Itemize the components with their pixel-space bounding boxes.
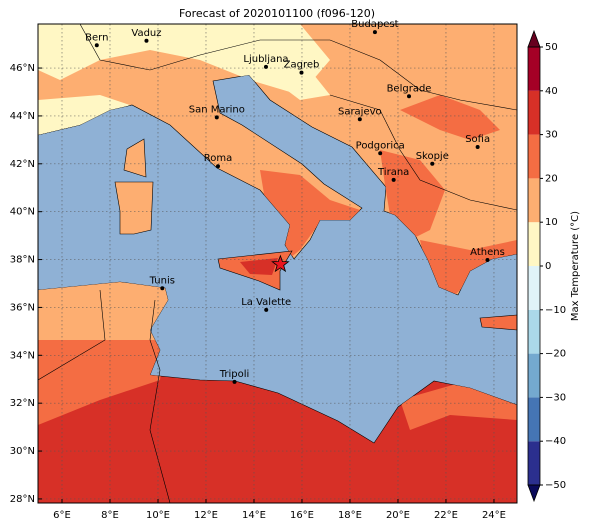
europe-land — [38, 24, 517, 296]
colorbar-tick-label: −50 — [545, 480, 566, 491]
city-label: Tripoli — [219, 369, 250, 380]
city-label: Athens — [470, 247, 505, 258]
city-dot — [160, 286, 165, 291]
colorbar-tick-label: −40 — [545, 436, 566, 447]
city-dot — [299, 70, 304, 75]
star-marker — [271, 254, 290, 273]
city-label: San Marino — [189, 104, 245, 115]
europe-fields — [38, 24, 517, 295]
y-tick-label: 34°N — [10, 350, 35, 361]
city-label: Budapest — [351, 19, 398, 30]
colorbar-extend-high — [527, 29, 541, 48]
map-title: Forecast of 2020101100 (f096-120) — [179, 7, 375, 20]
border — [329, 94, 517, 211]
x-tick-label: 14°E — [242, 510, 266, 521]
colorbar-segment — [528, 353, 540, 398]
map-area — [38, 24, 517, 503]
y-tick-label: 46°N — [10, 63, 35, 74]
colorbar-tick-label: 10 — [545, 217, 558, 228]
city-dot — [430, 161, 435, 166]
map-frame — [37, 23, 518, 504]
colorbar-tick-label: 40 — [545, 86, 558, 97]
city-dot — [378, 151, 383, 156]
city-label: Belgrade — [387, 83, 432, 94]
colorbar-segment — [528, 397, 540, 442]
city-dot — [94, 43, 99, 48]
x-tick-label: 6°E — [53, 510, 71, 521]
x-tick-label: 20°E — [386, 510, 410, 521]
x-tick-label: 24°E — [482, 510, 506, 521]
city-dot — [214, 115, 219, 120]
cool-field — [38, 95, 130, 135]
city-dot — [215, 164, 220, 169]
city-dot — [264, 307, 269, 312]
y-tick-label: 28°N — [10, 494, 35, 505]
y-tick-label: 32°N — [10, 398, 35, 409]
colorbar-tick-label: 0 — [545, 261, 551, 272]
colorbar-segment — [528, 266, 540, 310]
city-label: Sofia — [465, 134, 490, 145]
city-dot — [391, 177, 396, 182]
city-dot — [407, 94, 412, 99]
city-label: Skopje — [416, 151, 449, 162]
sardinia — [114, 181, 154, 235]
cool-field — [38, 24, 330, 95]
y-tick-label: 42°N — [10, 159, 35, 170]
x-tick-label: 22°E — [434, 510, 458, 521]
corsica — [123, 138, 147, 178]
city-label: Vaduz — [131, 28, 161, 39]
city-label: Zagreb — [284, 60, 320, 71]
y-tick-label: 36°N — [10, 302, 35, 313]
colorbar-tick-label: 30 — [545, 130, 558, 141]
warm-field — [240, 258, 278, 275]
colorbar-tick-label: 50 — [545, 42, 558, 53]
mild-field — [38, 282, 170, 345]
x-tick-label: 16°E — [290, 510, 314, 521]
colorbar-tick-label: −30 — [545, 392, 566, 403]
city-label: Tunis — [149, 275, 175, 286]
city-dot — [372, 30, 377, 35]
y-tick-label: 30°N — [10, 446, 35, 457]
colorbar-segment — [528, 441, 540, 485]
border — [79, 24, 517, 111]
colorbar-tick-label: −20 — [545, 349, 566, 360]
city-label: Podgorica — [356, 140, 405, 151]
x-tick-label: 12°E — [194, 510, 218, 521]
warm-field — [420, 240, 517, 295]
crete — [479, 314, 517, 331]
x-tick-label: 10°E — [146, 510, 170, 521]
border — [38, 289, 106, 381]
city-dot — [475, 145, 480, 150]
colorbar-segment — [528, 178, 540, 223]
city-label: Tirana — [377, 167, 409, 178]
city-dot — [485, 258, 490, 263]
colorbar-segment — [528, 47, 540, 91]
city-dot — [263, 64, 268, 69]
city-label: Bern — [85, 32, 108, 43]
colorbar-extend-low — [527, 484, 541, 503]
y-tick-label: 44°N — [10, 111, 35, 122]
warm-field — [400, 95, 500, 140]
cool-field — [270, 60, 330, 100]
city-label: Ljubljana — [243, 54, 288, 65]
colorbar-segment — [528, 90, 540, 135]
colorbar-segment — [528, 222, 540, 266]
city-label: Sarajevo — [338, 106, 382, 117]
city-dot — [232, 379, 237, 384]
colorbar-label: Max Temperature (°C) — [570, 211, 581, 321]
y-tick-label: 38°N — [10, 255, 35, 266]
colorbar-segment — [528, 309, 540, 354]
colorbar-tick-label: 20 — [545, 173, 558, 184]
city-label: Roma — [204, 153, 233, 164]
colorbar-tick-label: −10 — [545, 305, 566, 316]
city-dot — [144, 38, 149, 43]
y-tick-label: 40°N — [10, 207, 35, 218]
city-dot — [357, 117, 362, 122]
border — [149, 299, 171, 503]
colorbar-segment — [528, 134, 540, 179]
city-label: La Valette — [241, 297, 291, 308]
x-tick-label: 18°E — [338, 510, 362, 521]
x-tick-label: 8°E — [101, 510, 119, 521]
